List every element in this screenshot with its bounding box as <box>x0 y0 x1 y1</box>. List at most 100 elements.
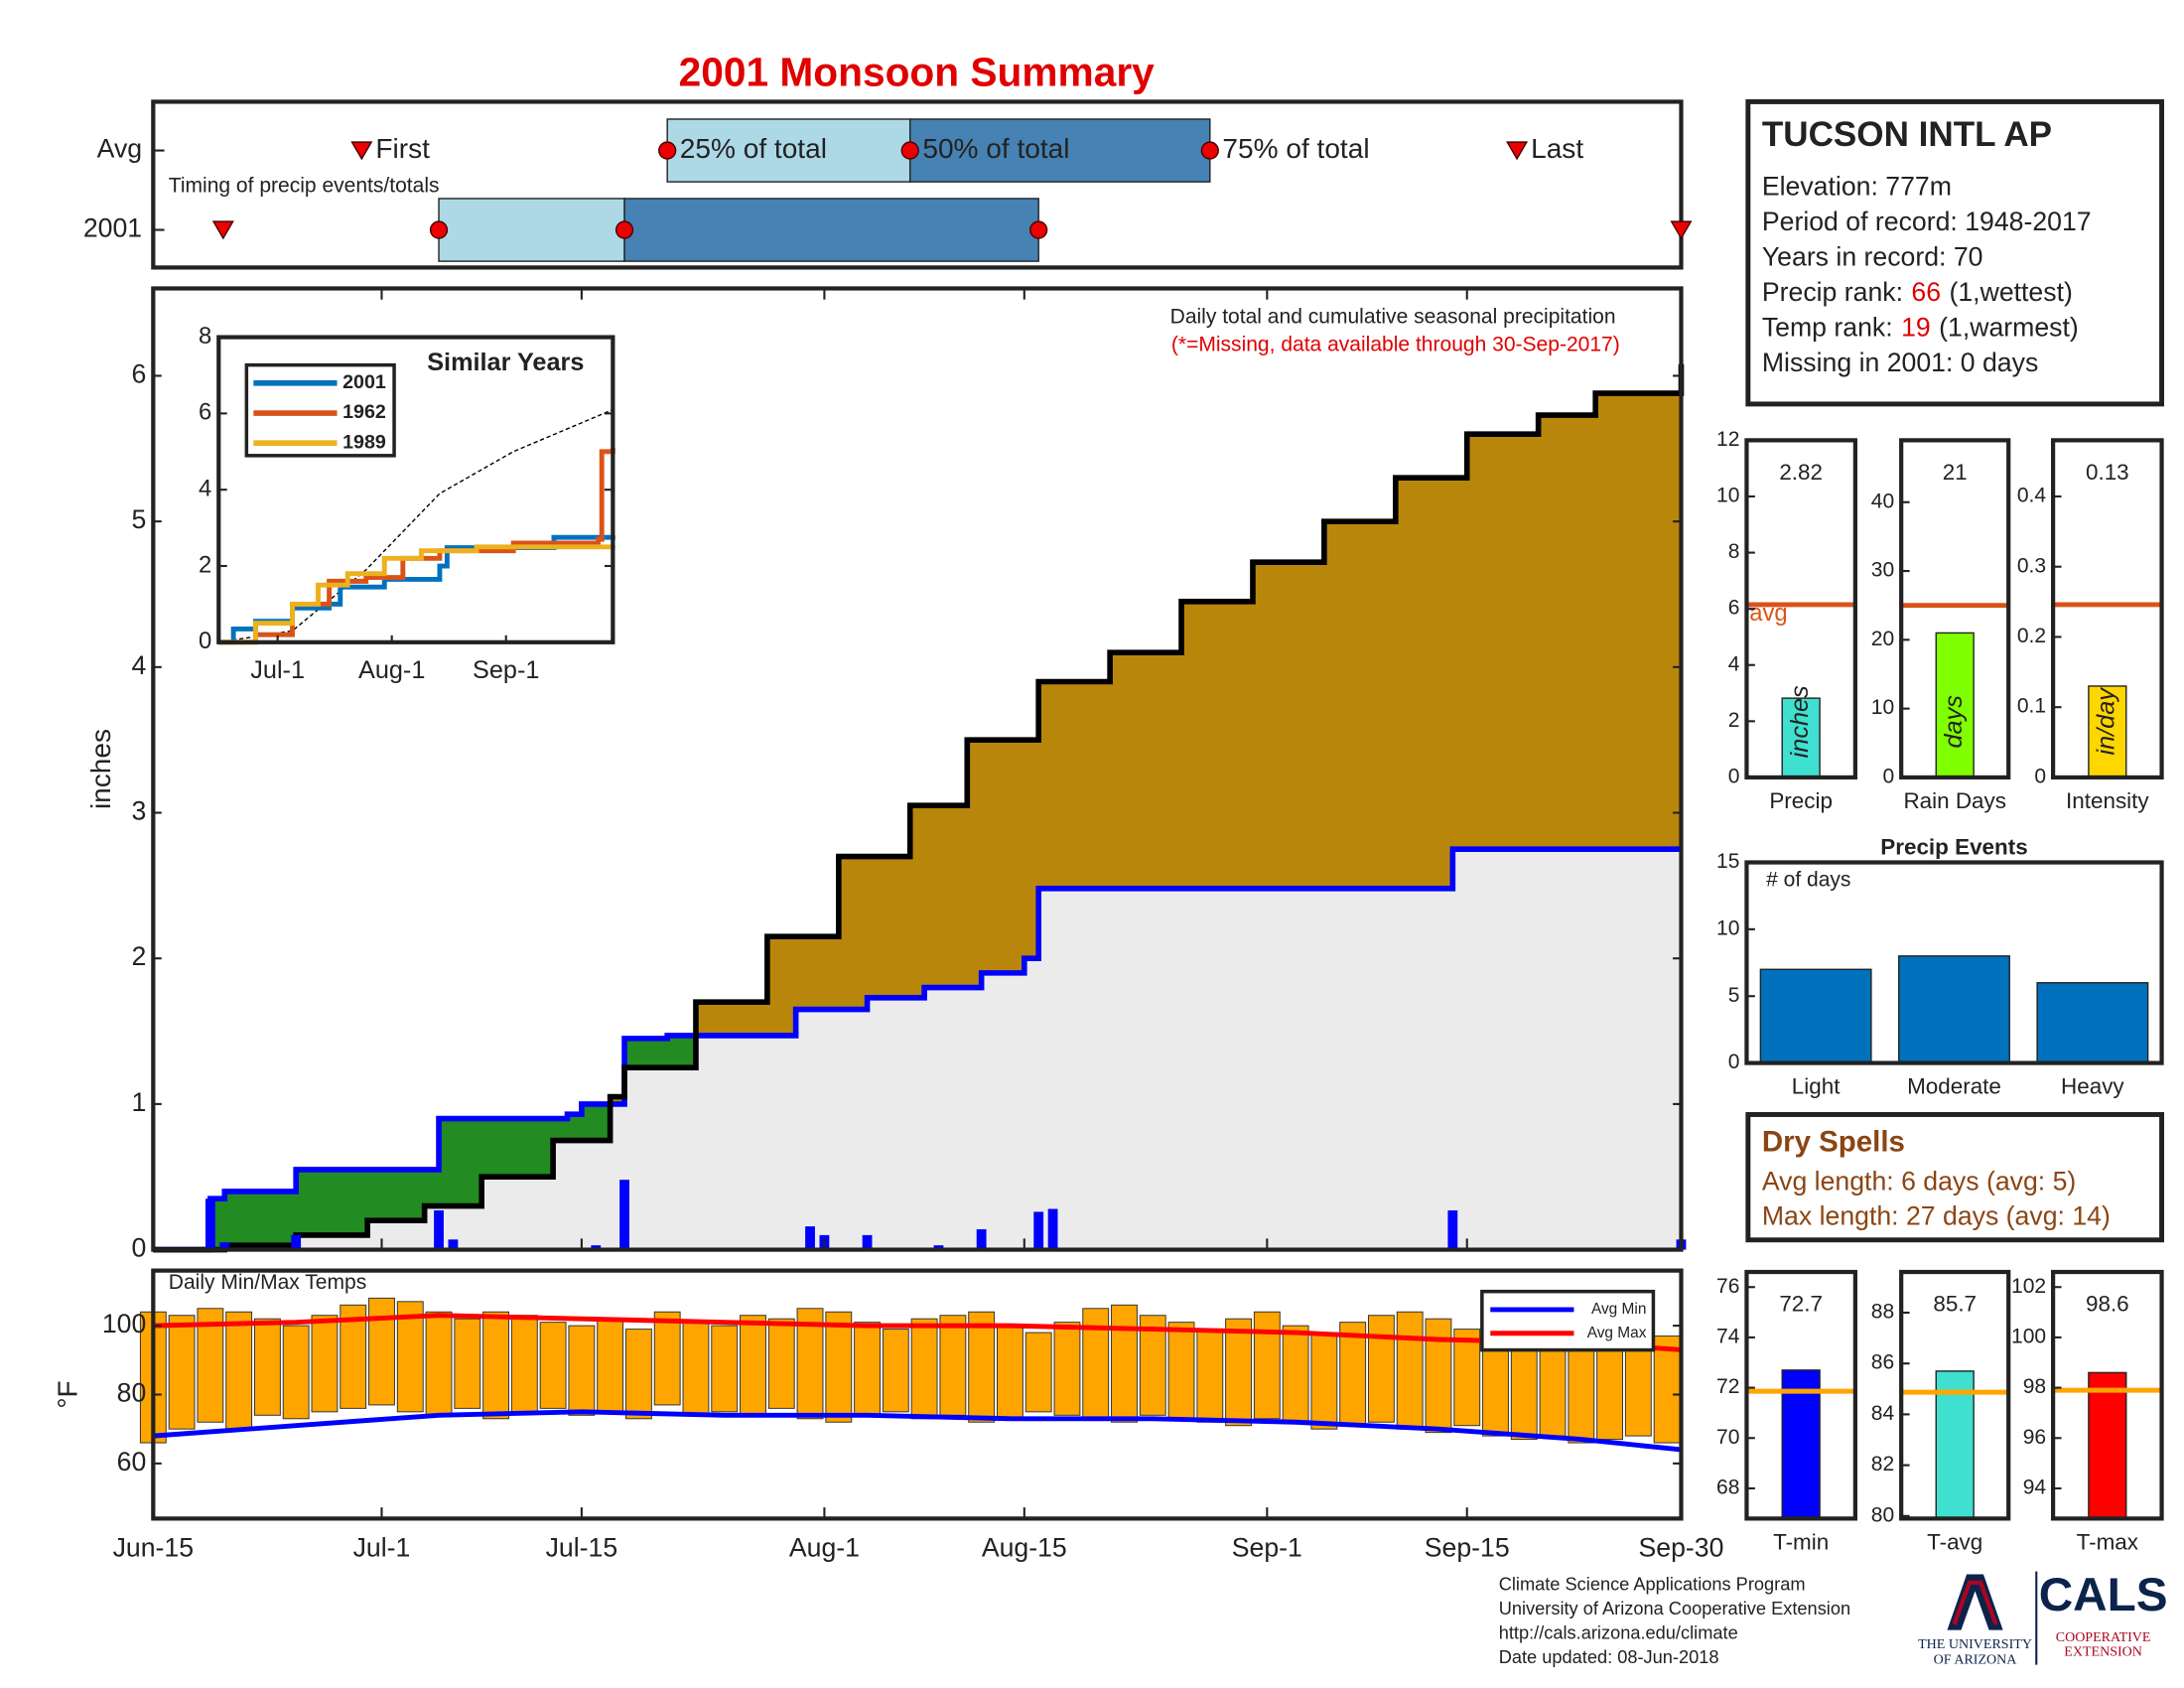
range-25-50 <box>438 198 625 262</box>
y-tick-label: 0 <box>1882 765 1894 787</box>
logo-text: OF ARIZONA <box>1934 1652 2018 1668</box>
y-axis-label: °F <box>53 1380 83 1408</box>
daily-precip-bar <box>219 1242 230 1250</box>
y-tick-label: 10 <box>1716 485 1739 507</box>
daily-precip-bar <box>805 1226 815 1250</box>
x-tick-label: Sep-1 <box>473 656 539 684</box>
y-tick-label: 0.2 <box>2017 625 2046 647</box>
y-tick-label: 6 <box>131 359 146 389</box>
value-label: 98.6 <box>2086 1292 2129 1317</box>
y-tick-label: 102 <box>2011 1275 2046 1298</box>
daily-precip-bar <box>448 1239 459 1250</box>
temp-range-bar <box>454 1318 481 1409</box>
temp-range-bar <box>1253 1311 1281 1420</box>
station-line: Elevation: 777m <box>1762 171 1952 201</box>
x-tick-label: Precip <box>1769 788 1833 813</box>
x-tick-label: Aug-1 <box>358 656 425 684</box>
series-line <box>218 544 615 645</box>
row-label: 2001 <box>83 213 142 243</box>
event-marker <box>350 141 373 161</box>
temp-range-bar <box>1310 1332 1338 1430</box>
y-tick-label: 84 <box>1871 1402 1895 1425</box>
y-tick-label: 10 <box>1716 916 1739 939</box>
average-label: avg <box>1749 600 1787 627</box>
legend-label: Avg Min <box>1591 1301 1646 1318</box>
y-tick-label: 76 <box>1716 1275 1739 1298</box>
legend-bg <box>1481 1291 1654 1350</box>
temp-range-bar <box>253 1318 281 1416</box>
y-tick-label: 2 <box>131 941 146 971</box>
x-tick-label: Jul-1 <box>353 1532 411 1562</box>
y-tick-label: 8 <box>1728 540 1740 563</box>
legend-label: Avg Max <box>1587 1325 1647 1341</box>
value-label: 85.7 <box>1933 1292 1977 1317</box>
unit-label: inches <box>1786 685 1814 758</box>
temp-range-bar <box>197 1308 224 1423</box>
temp-range-bar <box>968 1311 996 1423</box>
bar <box>1759 968 1872 1064</box>
x-tick-label: Moderate <box>1907 1074 2001 1099</box>
ua-logo <box>1947 1571 2038 1665</box>
x-tick-label: Aug-15 <box>982 1532 1067 1562</box>
x-tick-label: Sep-1 <box>1232 1532 1302 1562</box>
row-label: Avg <box>97 134 142 164</box>
temp-range-bar <box>568 1325 596 1416</box>
dry-spells-line: Max length: 27 days (avg: 14) <box>1762 1200 2111 1230</box>
y-tick-label: 0 <box>1728 765 1740 787</box>
chart-title: Precip Events <box>1880 834 2027 859</box>
daily-precip-bar <box>434 1209 444 1250</box>
axes-frame <box>1899 1269 2011 1521</box>
season-line <box>153 846 1682 1253</box>
station-rank: 66 <box>1911 277 1941 307</box>
y-tick-label: 3 <box>131 796 146 826</box>
bar <box>1898 955 2010 1064</box>
temp-range-bar <box>653 1311 681 1406</box>
temp-range-bar <box>882 1329 909 1413</box>
temp-range-bar <box>1053 1322 1081 1416</box>
range-25-50 <box>666 118 911 183</box>
value-label: 72.7 <box>1779 1292 1823 1317</box>
y-tick-label: 2 <box>199 551 211 578</box>
temp-range-bar <box>825 1311 853 1423</box>
daily-precip-bar <box>933 1245 944 1250</box>
y-tick-label: 72 <box>1716 1375 1739 1398</box>
temp-range-bar <box>682 1322 710 1416</box>
missing-note: (*=Missing, data available through 30-Se… <box>1171 334 1620 356</box>
inset-bg <box>218 337 614 642</box>
event-marker <box>1506 141 1529 161</box>
temp-range-bar <box>1396 1311 1424 1430</box>
temp-range-bar <box>425 1311 453 1416</box>
legend-box <box>244 362 396 458</box>
y-tick-label: 10 <box>1871 696 1894 719</box>
legend-label: 1962 <box>342 401 386 423</box>
legend-label: 1989 <box>342 431 386 453</box>
y-tick-label: 0 <box>131 1233 146 1263</box>
footer-line: Climate Science Applications Program <box>1499 1574 1806 1595</box>
daily-precip-bar <box>591 1245 602 1250</box>
temp-range-bar <box>910 1318 938 1420</box>
bar <box>1781 1369 1821 1520</box>
temp-range-bar <box>1653 1336 1681 1444</box>
temp-range-bar <box>482 1311 510 1420</box>
daily-precip-bar <box>1033 1211 1044 1250</box>
unit-label: in/day <box>2093 687 2120 756</box>
y-tick-label: 8 <box>199 323 211 350</box>
average-line <box>218 408 614 643</box>
temp-range-bar <box>711 1325 739 1413</box>
x-tick-label: T-avg <box>1927 1530 1982 1555</box>
y-tick-label: 0 <box>2034 765 2046 787</box>
y-tick-label: 6 <box>199 399 211 426</box>
temp-range-bar <box>1282 1325 1309 1423</box>
temp-range-bar <box>539 1322 567 1409</box>
x-tick-label: Jun-15 <box>113 1532 194 1562</box>
y-tick-label: 80 <box>117 1378 147 1408</box>
percentile-marker <box>1200 141 1219 160</box>
y-tick-label: 5 <box>131 504 146 534</box>
temp-range-bar <box>1596 1338 1624 1441</box>
station-box <box>1745 98 2165 407</box>
x-tick-label: Light <box>1792 1074 1841 1099</box>
unit-label: days <box>1940 695 1968 749</box>
station-rank-note: (1,wettest) <box>1949 277 2072 307</box>
axes-frame <box>151 286 1684 1252</box>
y-tick-label: 30 <box>1871 559 1894 582</box>
